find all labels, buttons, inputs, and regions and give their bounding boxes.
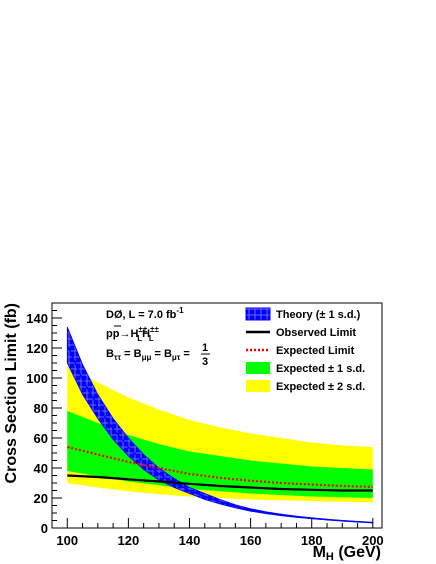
- legend-label-band1: Expected ± 1 s.d.: [276, 363, 365, 375]
- expected-1sd-band: [67, 411, 373, 498]
- y-tick-label: 100: [26, 371, 48, 386]
- legend-label-theory: Theory (± 1 s.d.): [276, 309, 361, 321]
- y-tick-label: 0: [41, 521, 48, 536]
- legend-swatch-band2: [246, 380, 270, 392]
- branching-ratio-label: Bττ = Bμμ = Bμτ =: [106, 348, 190, 362]
- experiment-luminosity-label: DØ, L = 7.0 fb-1: [106, 306, 184, 321]
- legend-label-expected: Expected Limit: [276, 345, 355, 357]
- fraction-numerator: 1: [202, 342, 208, 354]
- x-tick-label: 100: [56, 533, 78, 548]
- process-label: pp→H±± LH±± L: [106, 325, 159, 343]
- y-axis-title: Cross Section Limit (fb): [3, 303, 20, 483]
- y-tick-label: 120: [26, 341, 48, 356]
- legend: Theory (± 1 s.d.) Observed Limit Expecte…: [245, 307, 365, 393]
- x-axis-title: MH (GeV): [313, 544, 381, 563]
- y-tick-label: 80: [34, 401, 48, 416]
- legend-swatch-band1: [246, 362, 270, 374]
- y-tick-label: 140: [26, 311, 48, 326]
- x-tick-label: 120: [118, 533, 140, 548]
- x-tick-label: 180: [301, 533, 323, 548]
- y-tick-label: 20: [34, 491, 48, 506]
- y-axis: 0 20 40 60 80 100 120 140: [26, 302, 62, 536]
- legend-label-observed: Observed Limit: [276, 327, 356, 339]
- plot-area: [66, 326, 374, 524]
- y-tick-label: 60: [34, 431, 48, 446]
- legend-swatch-theory: [245, 307, 271, 321]
- x-tick-label: 200: [362, 533, 384, 548]
- fraction-denominator: 3: [202, 356, 208, 368]
- x-tick-label: 140: [179, 533, 201, 548]
- legend-label-band2: Expected ± 2 s.d.: [276, 381, 365, 393]
- annotation-block: DØ, L = 7.0 fb-1 pp→H±± LH±± L Bττ = Bμμ =…: [106, 306, 210, 368]
- expected-limit-line: [67, 445, 373, 488]
- x-axis: 100 120 140 160 180 200: [51, 518, 384, 548]
- y-tick-label: 40: [34, 461, 48, 476]
- x-tick-label: 160: [240, 533, 262, 548]
- theory-curve: [66, 344, 373, 524]
- observed-limit-line: [67, 474, 373, 492]
